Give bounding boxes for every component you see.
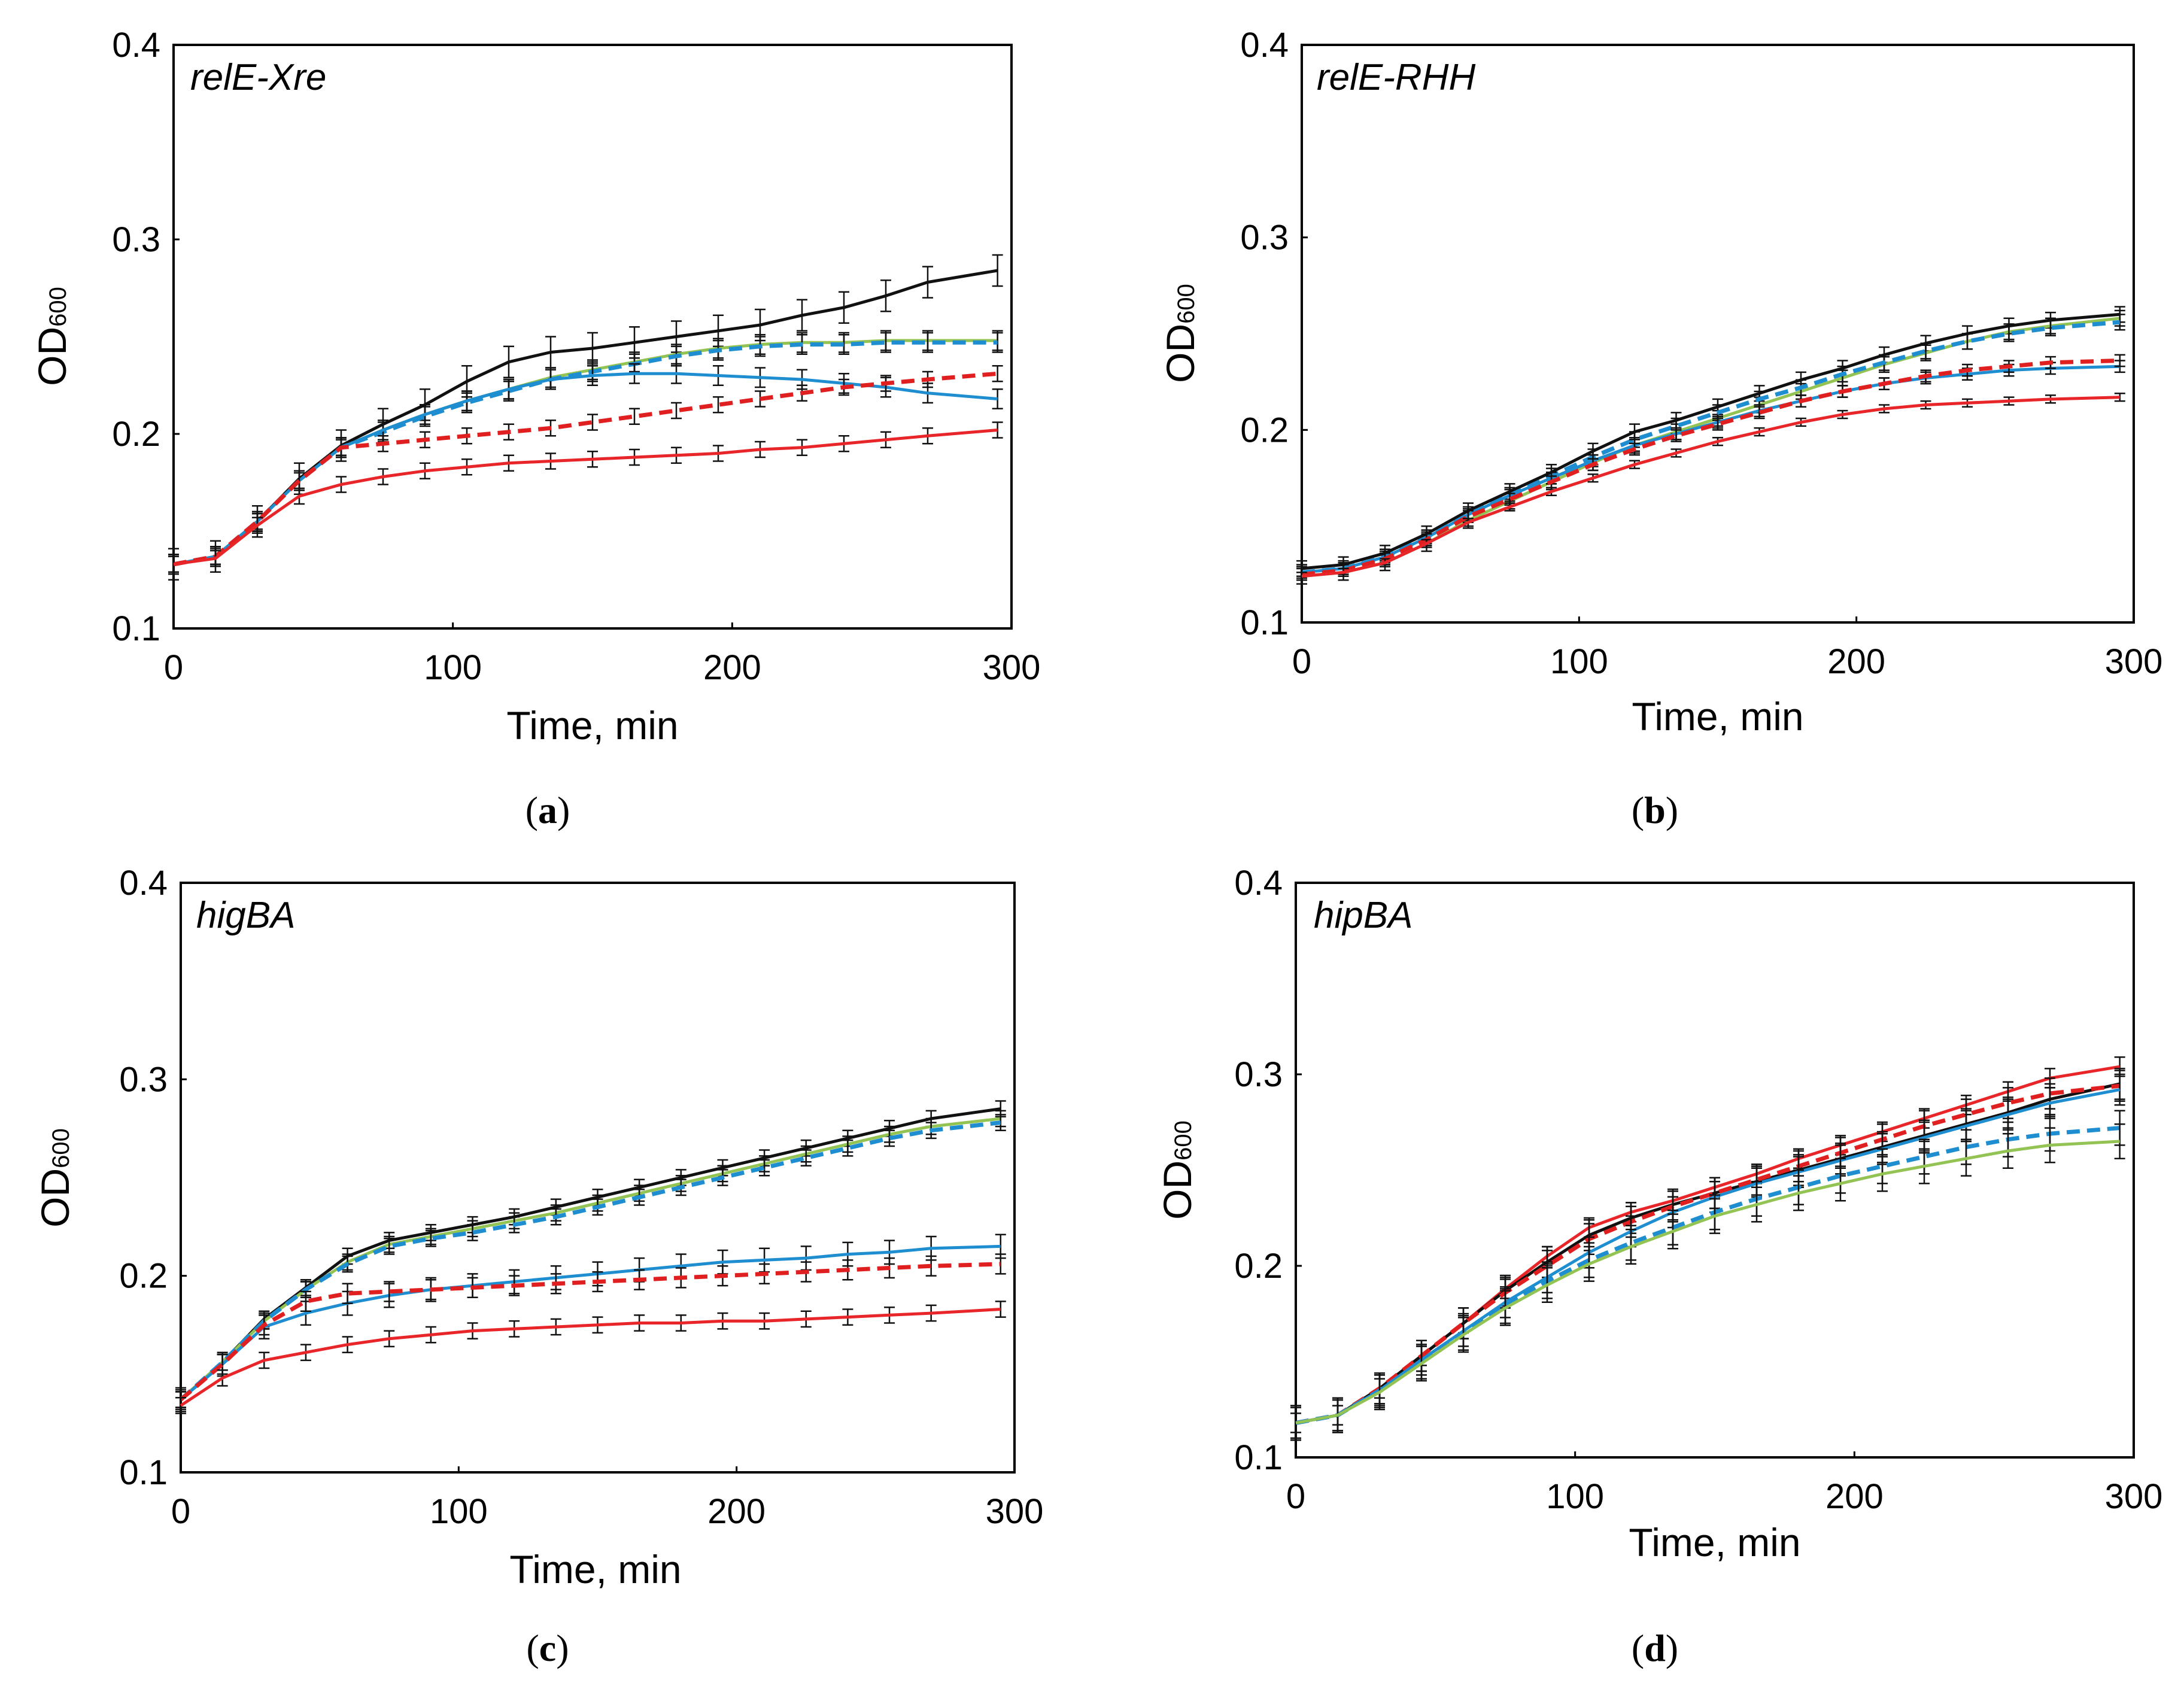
ylabel-sub: 600 [45, 287, 71, 327]
series-line [1301, 312, 2121, 570]
x-tick-label: 0 [1286, 1477, 1305, 1516]
y-tick-label: 0.2 [112, 415, 160, 454]
series-red [168, 421, 1003, 573]
ylabel-main: OD [30, 327, 74, 386]
x-tick-label: 200 [1827, 642, 1885, 681]
series-line [1301, 359, 2120, 577]
series-line [1295, 1140, 2120, 1424]
x-axis-label: Time, min [1629, 1520, 1800, 1565]
y-tick-label: 0.4 [119, 864, 168, 903]
x-tick-label: 100 [1546, 1477, 1604, 1516]
y-tick-label: 0.4 [112, 26, 160, 65]
y-axis-label: OD600 [1155, 1120, 1199, 1220]
ylabel-sub: 600 [1173, 284, 1199, 324]
x-axis-label: Time, min [509, 1547, 681, 1591]
y-tick-label: 0.2 [1240, 411, 1289, 449]
x-tick-label: 300 [2105, 1477, 2163, 1516]
series-line [180, 1244, 1001, 1401]
ylabel-main: OD [33, 1168, 77, 1228]
panel-title: hipBA [1314, 895, 1413, 936]
series-red-dashed [175, 1253, 1006, 1411]
series-line [179, 1262, 1001, 1402]
x-tick-label: 100 [424, 648, 482, 687]
series-line [179, 1120, 1001, 1402]
panel-title: relE-Xre [190, 57, 326, 98]
ylabel-sub: 600 [48, 1128, 74, 1168]
series-line [173, 429, 998, 566]
plot-frame [180, 882, 1016, 1474]
y-axis-label: OD600 [30, 287, 74, 386]
x-tick-label: 300 [2105, 642, 2163, 681]
panel-title: relE-RHH [1317, 57, 1475, 98]
x-tick-label: 0 [164, 648, 183, 687]
y-tick-label: 0.1 [1234, 1438, 1283, 1477]
y-tick-label: 0.1 [119, 1453, 168, 1492]
y-tick-label: 0.3 [112, 220, 160, 259]
y-tick-label: 0.3 [119, 1060, 168, 1099]
series-green [1290, 1123, 2125, 1441]
panel-caption: (a) [526, 789, 570, 831]
plot-frame [1295, 882, 2135, 1459]
panel-caption: (d) [1632, 1627, 1678, 1669]
x-tick-label: 200 [707, 1492, 766, 1531]
y-tick-label: 0.3 [1240, 218, 1289, 257]
y-tick-label: 0.3 [1234, 1055, 1283, 1094]
y-tick-label: 0.1 [1240, 603, 1289, 642]
panel-title: higBA [196, 895, 295, 936]
series-red-dashed [168, 365, 1003, 573]
x-tick-label: 0 [1292, 642, 1311, 681]
svg-text:OD600: OD600 [1158, 284, 1202, 383]
y-tick-label: 0.2 [119, 1257, 168, 1296]
x-tick-label: 100 [430, 1492, 488, 1531]
svg-text:OD600: OD600 [33, 1128, 77, 1228]
series-line [1301, 364, 2120, 574]
x-tick-label: 200 [1825, 1477, 1884, 1516]
x-tick-label: 0 [171, 1492, 190, 1531]
x-tick-label: 300 [983, 648, 1041, 687]
ylabel-main: OD [1158, 324, 1202, 383]
panel-caption: (c) [526, 1627, 569, 1669]
y-tick-label: 0.4 [1234, 864, 1283, 903]
panel-b: relE-RHH OD600 Time, min (b) 0.1 0.2 0.3 0.… [1158, 26, 2162, 831]
y-tick-label: 0.4 [1240, 26, 1289, 65]
panel-caption: (b) [1632, 789, 1678, 831]
series-line [180, 1308, 1001, 1407]
x-axis-label: Time, min [1632, 694, 1803, 739]
series-red [1296, 392, 2125, 581]
y-tick-label: 0.2 [1234, 1247, 1283, 1286]
ylabel-main: OD [1155, 1161, 1199, 1220]
y-axis-label: OD600 [33, 1128, 77, 1228]
series-line [173, 371, 998, 567]
x-tick-label: 200 [703, 648, 761, 687]
svg-text:OD600: OD600 [30, 287, 74, 386]
svg-text:OD600: OD600 [1155, 1120, 1199, 1220]
series-line [180, 1107, 1001, 1401]
series-line [1295, 1083, 2121, 1425]
y-tick-label: 0.1 [112, 609, 160, 648]
ylabel-sub: 600 [1170, 1120, 1196, 1161]
x-tick-label: 300 [986, 1492, 1044, 1531]
series-line [1301, 320, 2121, 575]
series-line [1301, 396, 2120, 578]
x-axis-label: Time, min [506, 703, 678, 748]
panel-c: higBA OD600 Time, min (c) 0.1 0.2 0.3 0.4 0 1… [33, 864, 1043, 1669]
series-line [1295, 1126, 2120, 1425]
series-red [175, 1301, 1006, 1414]
y-axis-label: OD600 [1158, 284, 1202, 383]
x-tick-label: 100 [1550, 642, 1608, 681]
panel-d: hipBA OD600 Time, min (d) 0.1 0.2 0.3 0.4 0 1… [1155, 864, 2162, 1669]
panel-a: relE-Xre OD600 Time, min (a) 0.1 0.2 0.3 0.… [30, 26, 1040, 831]
